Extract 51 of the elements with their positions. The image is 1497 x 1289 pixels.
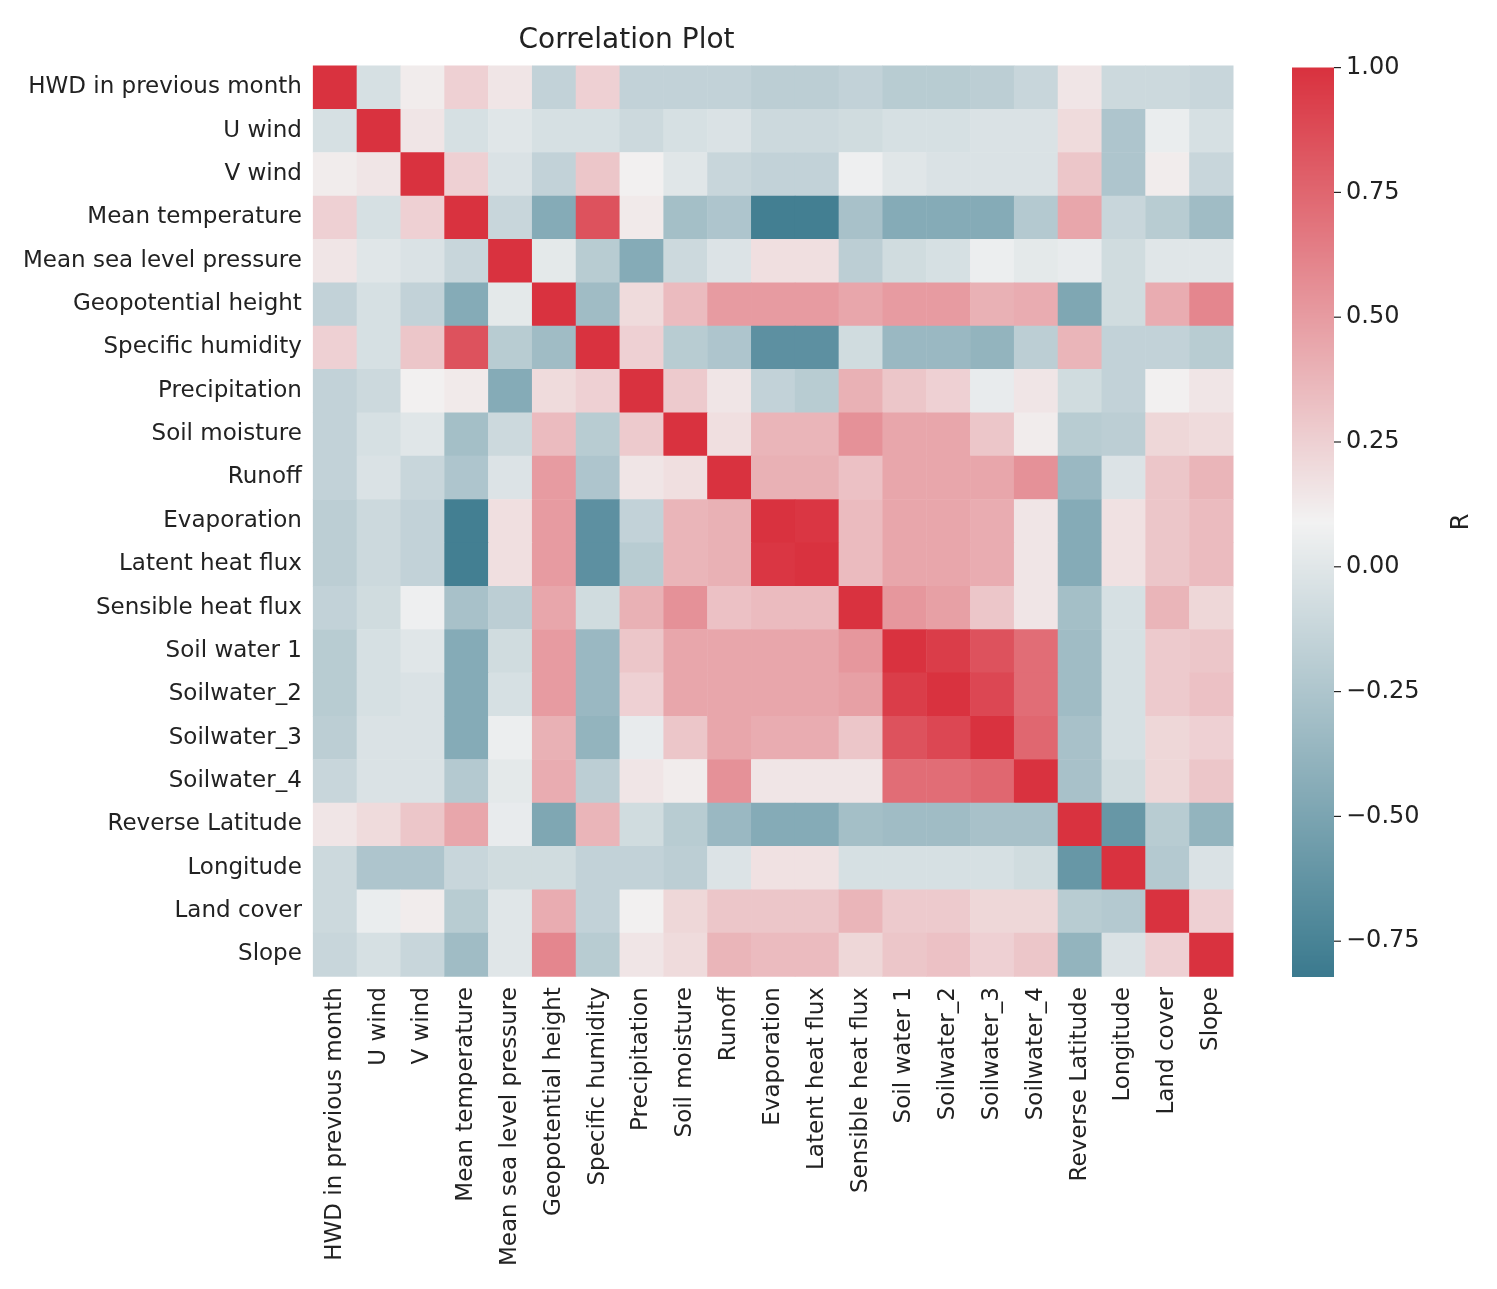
x-tick-label: Soilwater_2 <box>933 987 960 1121</box>
x-tick-label: Soil water 1 <box>889 987 916 1124</box>
color-bar-label: 0.50 <box>1346 301 1400 330</box>
y-tick-label: V wind <box>224 158 302 185</box>
x-tick-label: Evaporation <box>757 987 784 1126</box>
color-bar-title: R <box>1446 513 1475 531</box>
color-bar-label: −0.25 <box>1346 675 1420 704</box>
color-bar-label: −0.75 <box>1346 925 1420 954</box>
x-tick-label: Sensible heat flux <box>845 987 872 1194</box>
x-tick-label: Geopotential height <box>538 987 565 1217</box>
x-tick-label: Longitude <box>1108 987 1135 1102</box>
x-tick-label: Soilwater_4 <box>1020 987 1047 1121</box>
y-tick-label: U wind <box>223 115 302 142</box>
y-tick-label: Soilwater_3 <box>168 722 302 749</box>
y-tick-label: Specific humidity <box>103 332 302 359</box>
x-tick-label: Reverse Latitude <box>1064 987 1091 1182</box>
x-tick-label: Soilwater_3 <box>976 987 1003 1121</box>
x-tick-label: Specific humidity <box>582 987 609 1186</box>
x-tick-label: Mean temperature <box>451 987 478 1202</box>
color-bar-label: 1.00 <box>1346 51 1400 80</box>
y-tick-label: Soilwater_2 <box>168 679 302 706</box>
y-tick-label: Geopotential height <box>72 289 302 316</box>
x-tick-label: Latent heat flux <box>801 987 828 1170</box>
y-tick-label: Soil moisture <box>151 419 302 446</box>
y-tick-label: Soilwater_4 <box>168 765 302 792</box>
x-tick-label: Runoff <box>714 985 741 1062</box>
y-tick-label: Longitude <box>187 852 302 879</box>
y-tick-label: Soil water 1 <box>165 635 302 662</box>
y-tick-label: Reverse Latitude <box>107 809 302 836</box>
y-tick-label: Mean sea level pressure <box>22 245 302 272</box>
color-bar-label: 0.25 <box>1346 426 1400 455</box>
x-tick-label: Land cover <box>1152 986 1179 1115</box>
x-tick-label: Precipitation <box>626 987 653 1131</box>
color-bar-label: 0.00 <box>1346 551 1400 580</box>
color-bar-label: 0.75 <box>1346 176 1400 205</box>
y-tick-label: Mean temperature <box>87 202 302 229</box>
y-tick-label: Land cover <box>174 896 303 923</box>
x-tick-label: Slope <box>1196 987 1223 1051</box>
x-tick-label: V wind <box>407 987 434 1065</box>
y-tick-label: Runoff <box>227 462 304 489</box>
y-tick-label: Slope <box>238 939 302 966</box>
chart-title: Correlation Plot <box>518 22 735 56</box>
y-tick-label: HWD in previous month <box>28 72 302 99</box>
x-tick-label: Mean sea level pressure <box>495 987 521 1267</box>
y-tick-label: Evaporation <box>163 505 302 532</box>
y-tick-label: Sensible heat flux <box>95 592 302 619</box>
color-bar-label: −0.50 <box>1346 800 1420 829</box>
y-tick-label: Latent heat flux <box>119 549 302 576</box>
x-tick-label: Soil moisture <box>670 987 697 1138</box>
y-tick-label: Precipitation <box>158 375 302 402</box>
x-tick-label: U wind <box>363 987 390 1066</box>
